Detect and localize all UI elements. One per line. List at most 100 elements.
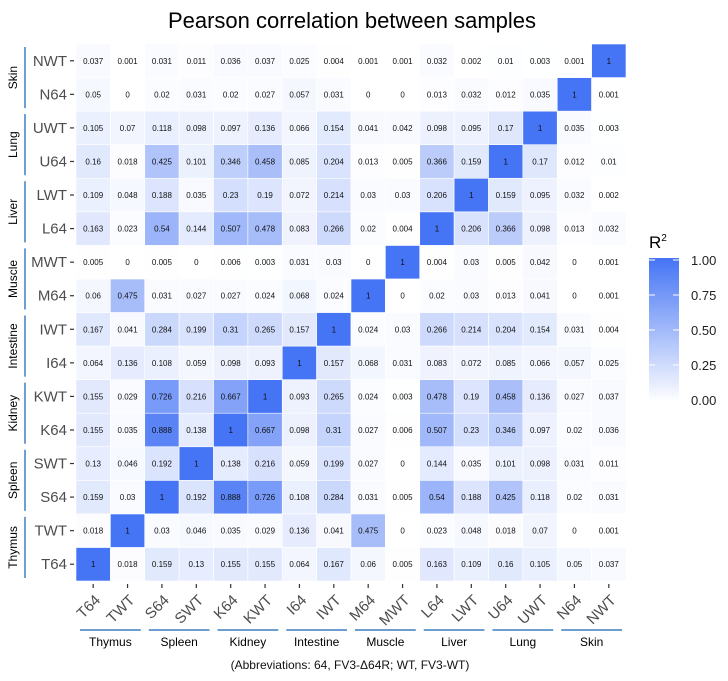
cell-value-label: 0.072	[461, 359, 482, 368]
x-tick-label: L64	[418, 592, 448, 622]
heatmap-cell	[453, 77, 489, 112]
heatmap-cell	[419, 43, 455, 78]
heatmap-cell	[75, 77, 111, 112]
heatmap-cell	[385, 480, 421, 515]
heatmap-cell	[453, 245, 489, 280]
heatmap-cell	[350, 345, 386, 380]
heatmap-cell	[316, 110, 352, 145]
cell-value-label: 0.004	[324, 57, 345, 66]
cell-value-label: 0.001	[564, 57, 585, 66]
cell-value-label: 0.059	[289, 460, 310, 469]
cell-value-label: 0.192	[152, 460, 173, 469]
cell-value-label: 0.138	[221, 460, 242, 469]
cell-value-label: 0.027	[186, 292, 207, 301]
cell-value-label: 0.003	[599, 124, 620, 133]
heatmap-cell	[556, 144, 592, 179]
cell-value-label: 0.018	[83, 527, 104, 536]
heatmap-cell	[316, 312, 352, 347]
cell-value-label: 0.029	[255, 527, 276, 536]
y-tick-label: K64	[40, 422, 67, 439]
cell-value-label: 0.667	[221, 392, 242, 401]
cell-value-label: 0.109	[83, 191, 104, 200]
heatmap-cell	[419, 177, 455, 213]
heatmap-cell	[591, 245, 627, 280]
cell-value-label: 0.003	[530, 57, 551, 66]
heatmap-cell	[178, 110, 214, 145]
y-tick-label: KWT	[34, 388, 67, 405]
heatmap-cell	[488, 513, 524, 548]
y-group-label: Kidney	[6, 395, 20, 432]
cell-value-label: 0.001	[599, 258, 620, 267]
cell-value-label: 0.13	[189, 560, 205, 569]
cell-value-label: 0.726	[152, 392, 173, 401]
heatmap-cell	[419, 77, 455, 112]
cell-value-label: 0.095	[461, 124, 482, 133]
cell-value-label: 1	[228, 426, 233, 435]
cell-value-label: 0.048	[118, 191, 139, 200]
cell-value-label: 0.265	[255, 325, 276, 334]
y-tick-label: UWT	[33, 120, 67, 137]
heatmap-cell	[453, 379, 489, 414]
cell-value-label: 0.216	[255, 460, 276, 469]
heatmap-cell	[247, 312, 283, 347]
legend-tick-label: 1.00	[691, 253, 716, 268]
heatmap-cell	[316, 345, 352, 380]
cell-value-label: 0.064	[289, 560, 310, 569]
cell-value-label: 1	[366, 292, 371, 301]
cell-value-label: 0.144	[427, 460, 448, 469]
cell-value-label: 0.005	[496, 258, 517, 267]
cell-value-label: 0.024	[358, 325, 379, 334]
cell-value-label: 0.167	[83, 325, 104, 334]
heatmap-cell	[350, 43, 386, 78]
heatmap-cell	[419, 412, 455, 448]
heatmap-cell	[213, 446, 249, 481]
y-tick-label: MWT	[31, 254, 67, 271]
x-group-label: Intestine	[294, 635, 340, 649]
heatmap-cell	[350, 278, 386, 313]
legend-title-superscript: 2	[661, 233, 667, 244]
cell-value-label: 0.154	[530, 325, 551, 334]
cell-value-label: 0.155	[83, 426, 104, 435]
cell-value-label: 0.03	[326, 258, 342, 267]
x-tick-label: LWT	[449, 592, 483, 626]
heatmap-cell	[213, 177, 249, 213]
cell-value-label: 0.06	[85, 292, 101, 301]
cell-value-label: 0.066	[289, 124, 310, 133]
cell-value-label: 0.059	[186, 359, 207, 368]
y-tick-label: U64	[39, 153, 67, 170]
heatmap-cell	[75, 177, 111, 213]
heatmap-cell	[522, 379, 558, 414]
heatmap-cell	[110, 144, 146, 179]
heatmap-cell	[350, 547, 386, 582]
heatmap-cell	[556, 211, 592, 246]
heatmap-cell	[453, 43, 489, 78]
cell-value-label: 0.011	[599, 460, 619, 469]
heatmap-cell	[488, 547, 524, 582]
heatmap-cell	[144, 345, 180, 380]
cell-value-label: 0.002	[599, 191, 620, 200]
heatmap-cell	[247, 379, 283, 414]
cell-value-label: 0.159	[496, 191, 517, 200]
cell-value-label: 0.005	[393, 493, 414, 502]
heatmap-cell	[488, 446, 524, 481]
cell-value-label: 1	[469, 191, 474, 200]
heatmap-cell	[110, 245, 146, 280]
heatmap-cell	[385, 245, 421, 280]
cell-value-label: 0.284	[324, 493, 345, 502]
heatmap-cell	[316, 77, 352, 112]
heatmap-cell	[213, 43, 249, 78]
heatmap-cell	[144, 379, 180, 414]
cell-value-label: 1	[572, 90, 577, 99]
cell-value-label: 0.031	[289, 258, 310, 267]
cell-value-label: 0.206	[461, 225, 482, 234]
cell-value-label: 0.031	[564, 460, 585, 469]
heatmap-cell	[281, 278, 317, 313]
cell-value-label: 0.036	[599, 426, 620, 435]
cell-value-label: 0.001	[599, 292, 620, 301]
cell-value-label: 1	[538, 124, 543, 133]
cell-value-label: 0.013	[496, 292, 517, 301]
cell-value-label: 0.098	[221, 359, 242, 368]
cell-value-label: 0.19	[464, 392, 480, 401]
heatmap-cell	[144, 110, 180, 145]
cell-value-label: 0.192	[186, 493, 207, 502]
